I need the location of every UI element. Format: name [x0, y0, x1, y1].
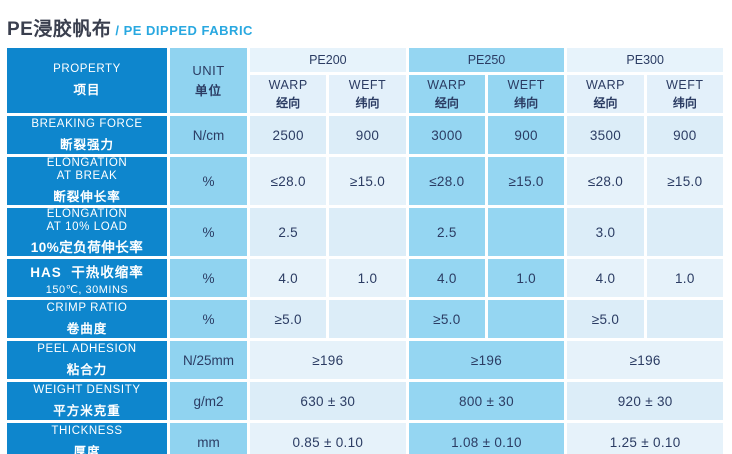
warp-label-en: WARP	[585, 77, 625, 92]
table-header-direction-row: WARP 经向 WEFT 纬向 WARP 经向 WEFT 纬向 WARP 经向 …	[7, 75, 723, 113]
value-cell: 2500	[250, 116, 327, 154]
value-cell: 3500	[567, 116, 644, 154]
warp-label-zh: 经向	[434, 95, 459, 110]
weft-label-en: WEFT	[666, 77, 704, 92]
page-title: PE浸胶帆布 / PE DIPPED FABRIC	[0, 0, 732, 45]
unit-cell: %	[170, 259, 247, 297]
group-header-pe200: PE200	[250, 48, 406, 72]
value-cell-empty	[329, 208, 406, 256]
value-cell: 900	[487, 116, 565, 154]
row-crimp-ratio: CRIMP RATIO 卷曲度 % ≥5.0 ≥5.0 ≥5.0	[7, 300, 723, 338]
value-cell: 2.5	[250, 208, 327, 256]
value-cell: ≥5.0	[250, 300, 327, 338]
value-cell-empty	[487, 208, 565, 256]
row-header-elongation-at-break: ELONGATION AT BREAK 断裂伸长率	[7, 157, 167, 205]
table-header-group-row: PROPERTY 项目 UNIT 单位 PE200 PE250 PE300	[7, 48, 723, 113]
row-thickness: THICKNESS 厚度 mm 0.85 ± 0.10 1.08 ± 0.10 …	[7, 423, 723, 454]
value-cell-merged: 800 ± 30	[408, 382, 565, 420]
unit-header-en: UNIT	[192, 62, 225, 78]
value-cell: ≤28.0	[408, 157, 485, 205]
unit-header-zh: 单位	[194, 83, 222, 98]
value-cell: 1.0	[646, 259, 723, 297]
row-weight-density: WEIGHT DENSITY 平方米克重 g/m2 630 ± 30 800 ±…	[7, 382, 723, 420]
value-cell: 4.0	[250, 259, 327, 297]
value-cell: 900	[329, 116, 406, 154]
value-cell-merged: 1.25 ± 0.10	[567, 423, 723, 454]
weft-label-en: WEFT	[507, 77, 545, 92]
unit-cell: %	[170, 157, 247, 205]
row-has-heat-shrinkage: HAS 干热收缩率 150℃, 30MINS % 4.0 1.0 4.0 1.0…	[7, 259, 723, 297]
value-cell: 3000	[408, 116, 485, 154]
weft-label-zh: 纬向	[672, 95, 697, 110]
warp-label-en: WARP	[427, 77, 467, 92]
property-header-en: PROPERTY	[53, 63, 121, 75]
unit-cell: N/25mm	[170, 341, 247, 379]
pe250-weft-header: WEFT 纬向	[487, 75, 565, 113]
warp-label-zh: 经向	[593, 95, 618, 110]
value-cell: ≤28.0	[250, 157, 327, 205]
value-cell-merged: 1.08 ± 0.10	[408, 423, 565, 454]
value-cell-empty	[329, 300, 406, 338]
value-cell: ≥5.0	[408, 300, 485, 338]
row-elongation-at-break: ELONGATION AT BREAK 断裂伸长率 % ≤28.0 ≥15.0 …	[7, 157, 723, 205]
page-title-english: / PE DIPPED FABRIC	[115, 23, 253, 38]
warp-label-zh: 经向	[276, 95, 301, 110]
pe300-weft-header: WEFT 纬向	[646, 75, 723, 113]
group-header-pe250: PE250	[408, 48, 565, 72]
value-cell: 3.0	[567, 208, 644, 256]
pe200-weft-header: WEFT 纬向	[329, 75, 406, 113]
row-header-thickness: THICKNESS 厚度	[7, 423, 167, 454]
unit-header-cell: UNIT 单位	[170, 48, 247, 113]
unit-cell: %	[170, 300, 247, 338]
row-header-peel-adhesion: PEEL ADHESION 粘合力	[7, 341, 167, 379]
value-cell: ≥5.0	[567, 300, 644, 338]
unit-cell: N/cm	[170, 116, 247, 154]
weft-label-zh: 纬向	[514, 95, 539, 110]
value-cell: 1.0	[487, 259, 565, 297]
row-header-elongation-at-10-load: ELONGATION AT 10% LOAD 10%定负荷伸长率	[7, 208, 167, 256]
row-header-breaking-force: BREAKING FORCE 断裂强力	[7, 116, 167, 154]
property-header-cell: PROPERTY 项目	[7, 48, 167, 113]
value-cell-empty	[646, 208, 723, 256]
value-cell: ≤28.0	[567, 157, 644, 205]
unit-cell: mm	[170, 423, 247, 454]
warp-label-en: WARP	[268, 77, 308, 92]
pe250-warp-header: WARP 经向	[408, 75, 485, 113]
value-cell: 900	[646, 116, 723, 154]
page-title-chinese: PE浸胶帆布	[7, 19, 112, 40]
row-header-crimp-ratio: CRIMP RATIO 卷曲度	[7, 300, 167, 338]
value-cell: ≥15.0	[487, 157, 565, 205]
row-header-has: HAS 干热收缩率 150℃, 30MINS	[7, 259, 167, 297]
value-cell-empty	[487, 300, 565, 338]
weft-label-en: WEFT	[348, 77, 387, 92]
group-header-pe300: PE300	[567, 48, 723, 72]
value-cell: 2.5	[408, 208, 485, 256]
value-cell-merged: ≥196	[408, 341, 565, 379]
value-cell-empty	[646, 300, 723, 338]
unit-cell: g/m2	[170, 382, 247, 420]
pe200-warp-header: WARP 经向	[250, 75, 327, 113]
value-cell: ≥15.0	[646, 157, 723, 205]
row-peel-adhesion: PEEL ADHESION 粘合力 N/25mm ≥196 ≥196 ≥196	[7, 341, 723, 379]
value-cell: ≥15.0	[329, 157, 406, 205]
row-header-weight-density: WEIGHT DENSITY 平方米克重	[7, 382, 167, 420]
value-cell-merged: 630 ± 30	[250, 382, 406, 420]
pe300-warp-header: WARP 经向	[567, 75, 644, 113]
value-cell: 1.0	[329, 259, 406, 297]
value-cell-merged: ≥196	[567, 341, 723, 379]
weft-label-zh: 纬向	[355, 95, 380, 110]
row-elongation-at-10-load: ELONGATION AT 10% LOAD 10%定负荷伸长率 % 2.5 2…	[7, 208, 723, 256]
value-cell-merged: ≥196	[250, 341, 406, 379]
row-breaking-force: BREAKING FORCE 断裂强力 N/cm 2500 900 3000 9…	[7, 116, 723, 154]
unit-cell: %	[170, 208, 247, 256]
value-cell-merged: 920 ± 30	[567, 382, 723, 420]
property-header-zh: 项目	[73, 83, 101, 97]
value-cell-merged: 0.85 ± 0.10	[250, 423, 406, 454]
value-cell: 4.0	[567, 259, 644, 297]
value-cell: 4.0	[408, 259, 485, 297]
spec-table: PROPERTY 项目 UNIT 单位 PE200 PE250 PE300 WA…	[4, 45, 726, 454]
